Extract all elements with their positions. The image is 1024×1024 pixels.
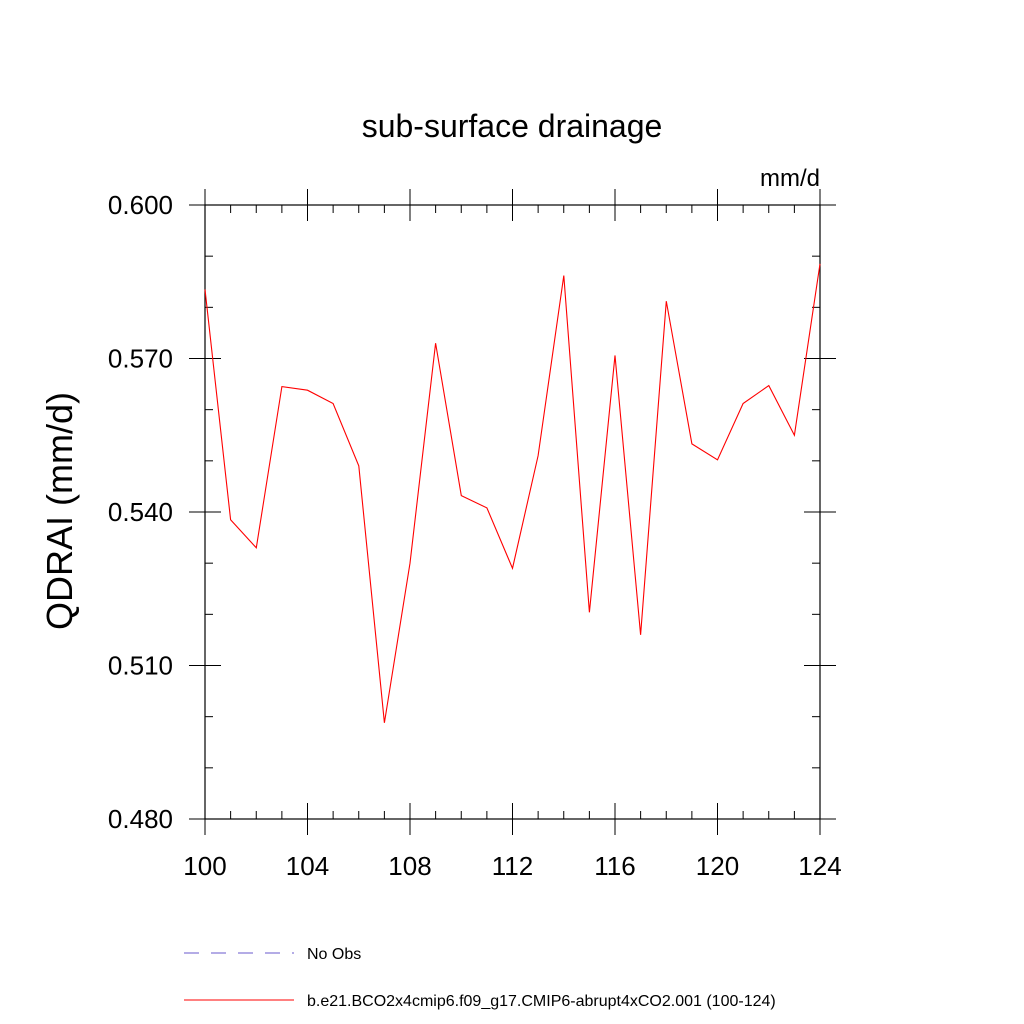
y-axis-label: QDRAI (mm/d)	[39, 392, 80, 630]
x-tick-label: 108	[388, 851, 431, 881]
y-tick-label: 0.480	[108, 804, 173, 834]
legend-label: b.e21.BCO2x4cmip6.f09_g17.CMIP6-abrupt4x…	[307, 993, 776, 1010]
y-tick-label: 0.510	[108, 651, 173, 681]
x-tick-label: 116	[594, 851, 635, 881]
x-tick-label: 124	[798, 851, 841, 881]
legend: No Obs b.e21.BCO2x4cmip6.f09_g17.CMIP6-ab…	[184, 946, 776, 1010]
series-line	[204, 263, 821, 723]
plot-frame	[204, 204, 821, 820]
y-tick-label: 0.570	[108, 344, 173, 374]
chart-title: sub-surface drainage	[362, 108, 663, 144]
units-label: mm/d	[760, 165, 820, 192]
y-tick-label: 0.600	[108, 190, 173, 220]
series-layer	[204, 263, 821, 723]
y-tick-label: 0.540	[108, 497, 173, 527]
x-tick-label: 104	[286, 851, 329, 881]
x-tick-label: 100	[183, 851, 226, 881]
axes: 100 104 108 112 116 120 124 0.480 0.510 0.540 0.57…	[108, 189, 842, 881]
x-tick-label: 120	[696, 851, 739, 881]
legend-label: No Obs	[307, 946, 361, 963]
x-tick-label: 112	[492, 851, 533, 881]
